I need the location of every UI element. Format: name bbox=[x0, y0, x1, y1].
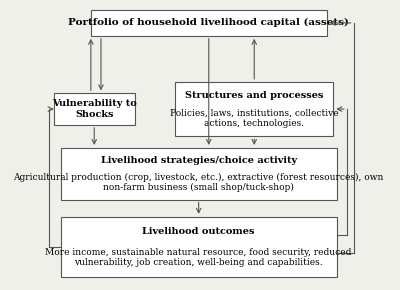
Text: Agricultural production (crop, livestock, etc.), extractive (forest resources), : Agricultural production (crop, livestock… bbox=[14, 173, 384, 192]
Text: Vulnerability to
Shocks: Vulnerability to Shocks bbox=[52, 99, 137, 119]
Text: Livelihood outcomes: Livelihood outcomes bbox=[142, 227, 255, 236]
Text: Structures and processes: Structures and processes bbox=[185, 91, 324, 100]
Text: Livelihood strategies/choice activity: Livelihood strategies/choice activity bbox=[100, 156, 297, 165]
FancyBboxPatch shape bbox=[175, 82, 333, 136]
FancyBboxPatch shape bbox=[91, 10, 327, 36]
FancyBboxPatch shape bbox=[54, 93, 135, 125]
Text: Portfolio of household livelihood capital (assets): Portfolio of household livelihood capita… bbox=[68, 18, 349, 28]
Text: Policies, laws, institutions, collective
actions, technologies.: Policies, laws, institutions, collective… bbox=[170, 109, 338, 128]
FancyBboxPatch shape bbox=[60, 148, 337, 200]
FancyBboxPatch shape bbox=[60, 217, 337, 277]
Text: More income, sustainable natural resource, food security, reduced
vulnerability,: More income, sustainable natural resourc… bbox=[46, 248, 352, 267]
